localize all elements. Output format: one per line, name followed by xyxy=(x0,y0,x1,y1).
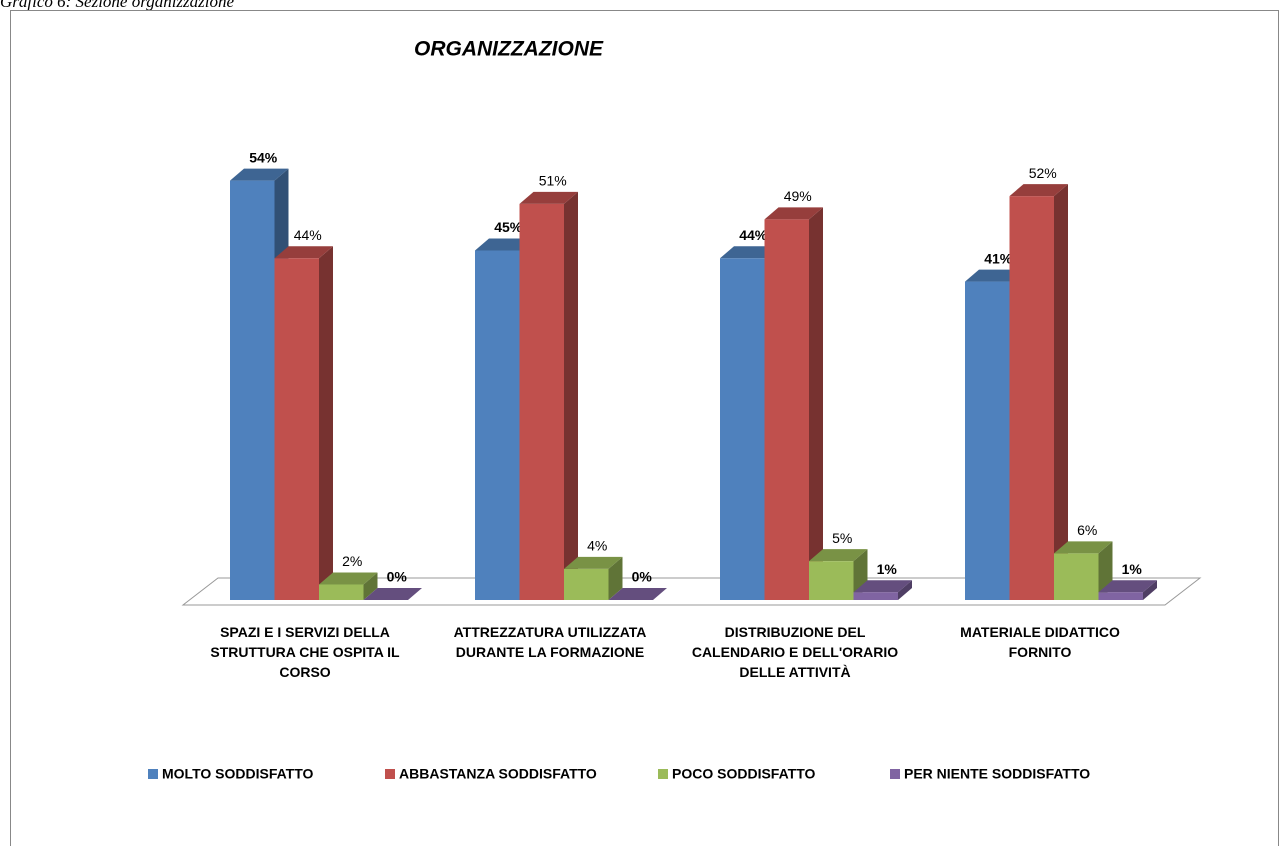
bar xyxy=(475,250,520,600)
chart-frame xyxy=(10,10,1279,846)
bar xyxy=(965,281,1010,600)
x-tick-label: SPAZI E I SERVIZI DELLA STRUTTURA CHE OS… xyxy=(210,624,400,680)
data-label: 5% xyxy=(832,530,852,546)
data-label: 45% xyxy=(494,219,523,235)
bar-side xyxy=(363,572,378,600)
data-label: 4% xyxy=(587,538,607,554)
x-tick-label: MATERIALE DIDATTICO FORNITO xyxy=(960,624,1120,660)
bar xyxy=(809,561,854,600)
bar xyxy=(274,258,319,600)
bar-side xyxy=(608,556,623,600)
data-label: 1% xyxy=(1122,561,1143,577)
bar xyxy=(319,584,364,600)
bar xyxy=(230,180,275,600)
bar-top xyxy=(564,556,623,569)
data-label: 51% xyxy=(539,173,567,189)
legend-label: MOLTO SODDISFATTO xyxy=(162,766,314,782)
bar-top xyxy=(608,588,667,600)
data-label: 49% xyxy=(784,188,812,204)
data-label: 6% xyxy=(1077,522,1097,538)
bar-top xyxy=(1054,541,1113,554)
data-label: 44% xyxy=(294,227,322,243)
legend-swatch xyxy=(148,769,158,779)
bar-top xyxy=(809,549,868,562)
bar-top xyxy=(274,246,333,259)
legend-label: ABBASTANZA SODDISFATTO xyxy=(399,766,597,782)
bar xyxy=(564,568,609,600)
bar-top xyxy=(475,238,534,251)
bar-top xyxy=(965,269,1024,282)
floor xyxy=(181,577,1202,606)
chart-title: ORGANIZZAZIONE xyxy=(414,38,604,61)
bar xyxy=(764,219,809,600)
bar-top xyxy=(1009,184,1068,197)
bar xyxy=(853,592,898,600)
bar-top xyxy=(764,207,823,220)
bar xyxy=(1009,196,1054,600)
bar-top xyxy=(319,572,378,585)
legend-label: POCO SODDISFATTO xyxy=(672,766,815,782)
data-label: 41% xyxy=(984,250,1013,266)
data-label: 54% xyxy=(249,149,278,165)
data-label: 52% xyxy=(1029,165,1057,181)
data-label: 1% xyxy=(877,561,898,577)
bar-side xyxy=(1143,580,1157,600)
bar-top xyxy=(519,191,578,204)
data-label: 44% xyxy=(739,227,768,243)
bar-top xyxy=(230,168,289,181)
bar xyxy=(1098,592,1143,600)
bar-side xyxy=(564,191,578,600)
bar-side xyxy=(809,207,823,600)
bar-side xyxy=(1054,184,1068,600)
legend-swatch xyxy=(658,769,668,779)
data-label: 0% xyxy=(387,569,408,585)
legend-swatch xyxy=(385,769,395,779)
bar xyxy=(519,203,564,600)
bar-top xyxy=(720,246,779,259)
bar-side xyxy=(319,246,333,600)
caption: Grafico 6: Sezione organizzazione xyxy=(0,0,235,11)
data-label: 2% xyxy=(342,553,362,569)
bar xyxy=(720,258,765,600)
bar-side xyxy=(898,580,912,600)
bar-top xyxy=(1098,580,1157,593)
bar xyxy=(1054,553,1099,600)
bar-top xyxy=(853,580,912,593)
data-label: 0% xyxy=(632,569,653,585)
bar-top xyxy=(363,588,422,600)
x-tick-label: ATTREZZATURA UTILIZZATA DURANTE LA FORMA… xyxy=(453,624,647,660)
legend-swatch xyxy=(890,769,900,779)
legend-label: PER NIENTE SODDISFATTO xyxy=(904,766,1090,782)
x-tick-label: DISTRIBUZIONE DEL CALENDARIO E DELL'ORAR… xyxy=(691,624,899,680)
